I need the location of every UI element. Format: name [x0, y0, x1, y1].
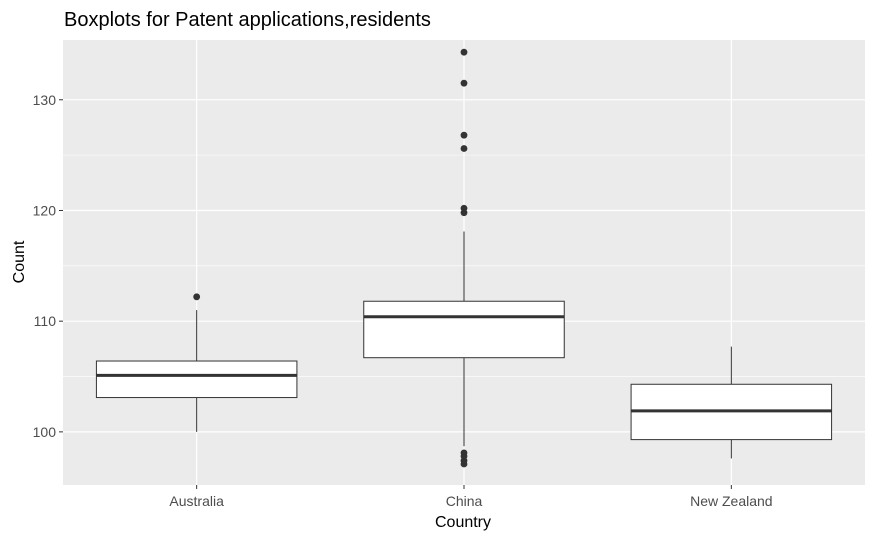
box-new-zealand	[630, 346, 833, 459]
outlier-point	[460, 131, 468, 139]
box-iqr	[95, 360, 298, 399]
outlier-point	[460, 79, 468, 87]
outlier-point	[460, 204, 468, 212]
outlier-point	[460, 48, 468, 56]
x-axis-title: Country	[435, 514, 491, 531]
x-axis: Australia China New Zealand	[169, 485, 773, 509]
box-australia	[95, 293, 298, 432]
y-tick-label: 120	[33, 202, 57, 218]
outlier-point	[460, 449, 468, 457]
boxes	[95, 48, 833, 468]
box-iqr	[363, 300, 565, 359]
x-tick-label: New Zealand	[690, 493, 773, 509]
y-axis: 100 110 120 130	[33, 92, 63, 440]
y-axis-title: Count	[11, 240, 28, 283]
y-tick-label: 110	[34, 313, 57, 329]
outlier-point	[193, 293, 201, 301]
y-tick-label: 100	[33, 424, 57, 440]
chart-title: Boxplots for Patent applications,residen…	[64, 9, 431, 31]
x-tick-label: Australia	[169, 493, 224, 509]
box-china	[363, 48, 565, 468]
x-tick-label: China	[446, 493, 483, 509]
outlier-point	[460, 145, 468, 152]
y-tick-label: 130	[33, 92, 57, 108]
